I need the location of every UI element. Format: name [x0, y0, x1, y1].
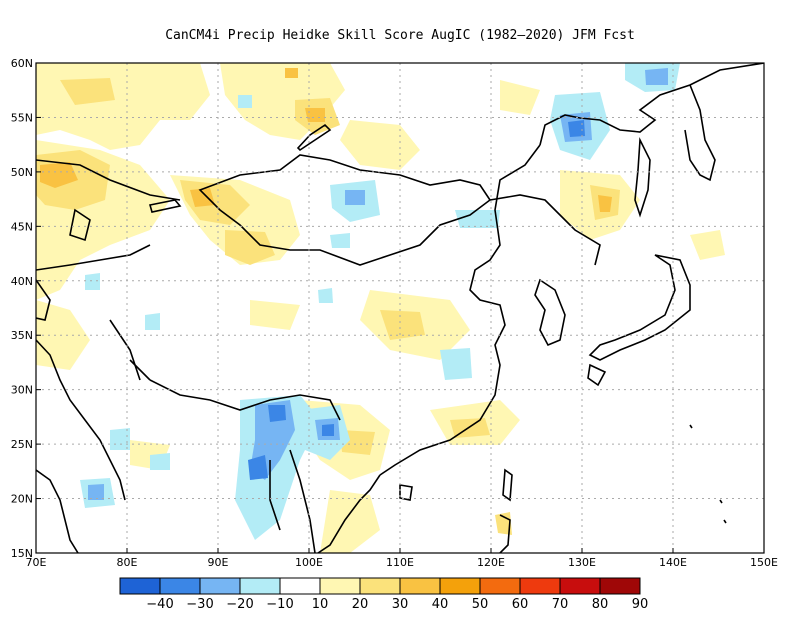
colorbar-swatch — [119, 577, 161, 595]
lon-label: 90E — [208, 556, 229, 569]
colorbar-swatch — [439, 577, 481, 595]
colorbar-swatch — [159, 577, 201, 595]
lon-label: 110E — [386, 556, 414, 569]
colorbar: −40 −30 −20 −10 10 20 30 40 50 60 70 80 90 — [119, 577, 649, 612]
lat-label: 35N — [11, 329, 33, 342]
lat-label: 40N — [11, 275, 33, 288]
longitude-labels: 70E 80E 90E 100E 110E 120E 130E 140E 150E — [26, 548, 778, 569]
lon-label: 150E — [750, 556, 778, 569]
colorbar-label: 70 — [552, 597, 569, 612]
colorbar-label: 60 — [512, 597, 529, 612]
colorbar-label: −40 — [146, 597, 173, 612]
colorbar-swatch — [279, 577, 321, 595]
lon-label: 70E — [26, 556, 47, 569]
lon-label: 130E — [568, 556, 596, 569]
lat-label: 60N — [11, 57, 33, 70]
colorbar-swatch — [479, 577, 521, 595]
lat-label: 55N — [11, 111, 33, 124]
lat-label: 45N — [11, 220, 33, 233]
colorbar-label: 90 — [632, 597, 649, 612]
colorbar-label: 80 — [592, 597, 609, 612]
lon-label: 100E — [295, 556, 323, 569]
colorbar-swatch — [319, 577, 361, 595]
lat-label: 20N — [11, 493, 33, 506]
colorbar-label: 50 — [472, 597, 489, 612]
colorbar-swatch — [239, 577, 281, 595]
colorbar-label: −30 — [186, 597, 213, 612]
colorbar-swatch — [399, 577, 441, 595]
map-gridlines — [36, 63, 764, 553]
chart-title: CanCM4i Precip Heidke Skill Score AugIC … — [165, 28, 635, 43]
coastlines-borders — [36, 63, 764, 553]
colorbar-swatch — [359, 577, 401, 595]
colorbar-label: 40 — [432, 597, 449, 612]
lon-label: 140E — [659, 556, 687, 569]
colorbar-label: −10 — [266, 597, 293, 612]
lon-label: 120E — [477, 556, 505, 569]
latitude-labels: 60N 55N 50N 45N 40N 35N 30N 25N 20N 15N — [11, 57, 41, 560]
lat-label: 25N — [11, 438, 33, 451]
lat-label: 15N — [11, 547, 33, 560]
colorbar-label: 20 — [352, 597, 369, 612]
lat-label: 50N — [11, 166, 33, 179]
colorbar-swatch — [599, 577, 641, 595]
colorbar-label: −20 — [226, 597, 253, 612]
colorbar-swatch — [559, 577, 601, 595]
lat-label: 30N — [11, 384, 33, 397]
skill-field — [36, 63, 725, 553]
colorbar-label: 10 — [312, 597, 329, 612]
lon-label: 80E — [117, 556, 138, 569]
colorbar-swatch — [519, 577, 561, 595]
colorbar-label: 30 — [392, 597, 409, 612]
colorbar-swatch — [199, 577, 241, 595]
